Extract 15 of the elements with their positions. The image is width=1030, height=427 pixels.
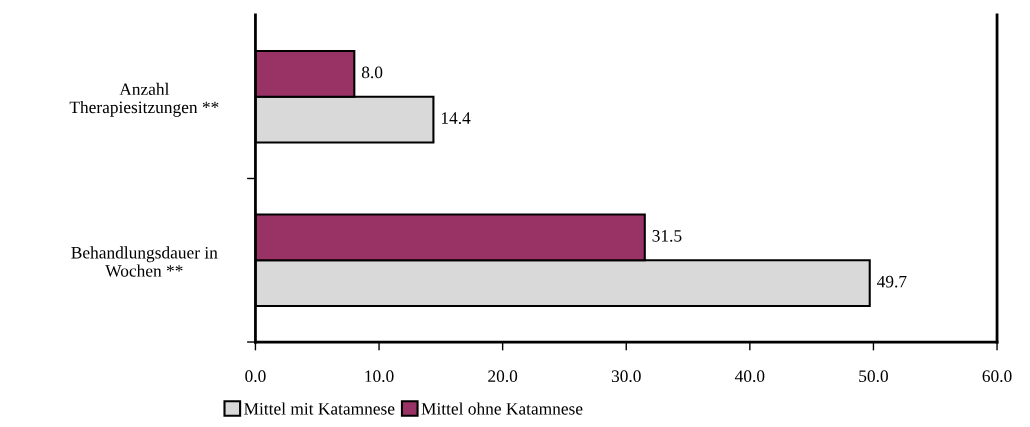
- x-tick-label: 30.0: [611, 370, 641, 383]
- x-tick-label: 10.0: [365, 370, 394, 383]
- data-label: 8.0: [361, 66, 383, 79]
- x-tick-label: 40.0: [734, 370, 765, 383]
- legend-label: Mittel mit Katamnese: [244, 402, 395, 415]
- data-label: 49.7: [877, 275, 907, 288]
- data-label: 31.5: [652, 230, 682, 242]
- x-tick-label: 50.0: [859, 370, 888, 383]
- data-label: 14.4: [441, 112, 471, 125]
- y-tick-label: Anzahl Therapiesitzungen **: [69, 82, 219, 117]
- legend-label: Mittel ohne Katamnese: [421, 402, 583, 415]
- x-tick-label: 60.0: [982, 370, 1012, 383]
- x-tick-label: 20.0: [488, 370, 518, 383]
- y-tick-label: Behandlungsdauer in Wochen **: [71, 246, 218, 277]
- x-tick-label: 0.0: [245, 370, 266, 383]
